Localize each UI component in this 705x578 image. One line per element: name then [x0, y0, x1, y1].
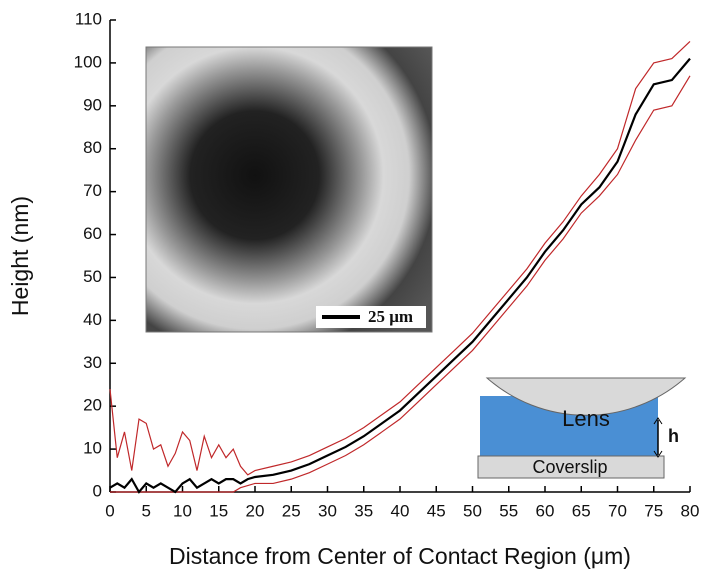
y-tick-label: 100 — [74, 52, 102, 71]
y-tick-label: 40 — [83, 310, 102, 329]
data-line — [109, 41, 691, 476]
y-tick-label: 10 — [83, 439, 102, 458]
y-tick-label: 30 — [83, 353, 102, 372]
x-tick-label: 70 — [608, 501, 627, 520]
x-tick-label: 45 — [427, 501, 446, 520]
micrograph-inset: 25 μm — [145, 46, 433, 333]
data-line — [109, 57, 691, 494]
x-tick-label: 5 — [142, 501, 151, 520]
x-tick-label: 25 — [282, 501, 301, 520]
x-tick-label: 40 — [391, 501, 410, 520]
x-tick-label: 60 — [536, 501, 555, 520]
y-tick-label: 0 — [93, 481, 102, 500]
coverslip-label: Coverslip — [532, 457, 607, 477]
h-label: h — [668, 426, 679, 446]
x-tick-label: 35 — [354, 501, 373, 520]
x-tick-label: 30 — [318, 501, 337, 520]
x-tick-label: 15 — [209, 501, 228, 520]
lens-diagram: Lens h Coverslip — [477, 377, 687, 479]
x-tick-label: 0 — [105, 501, 114, 520]
x-axis-label: Distance from Center of Contact Region (… — [169, 543, 631, 569]
x-tick-label: 10 — [173, 501, 192, 520]
x-tick-label: 20 — [246, 501, 265, 520]
y-tick-label: 90 — [83, 95, 102, 114]
y-tick-label: 70 — [83, 181, 102, 200]
x-tick-label: 50 — [463, 501, 482, 520]
x-tick-label: 80 — [681, 501, 700, 520]
y-tick-label: 50 — [83, 267, 102, 286]
y-tick-label: 20 — [83, 396, 102, 415]
x-tick-label: 55 — [499, 501, 518, 520]
y-tick-label: 80 — [83, 138, 102, 157]
scale-bar-label: 25 μm — [368, 307, 413, 326]
y-axis-label: Height (nm) — [7, 196, 33, 316]
x-tick-label: 75 — [644, 501, 663, 520]
lens-label: Lens — [562, 406, 610, 431]
data-line — [110, 75, 691, 493]
x-tick-label: 65 — [572, 501, 591, 520]
y-tick-label: 60 — [83, 224, 102, 243]
y-tick-label: 110 — [75, 9, 102, 28]
